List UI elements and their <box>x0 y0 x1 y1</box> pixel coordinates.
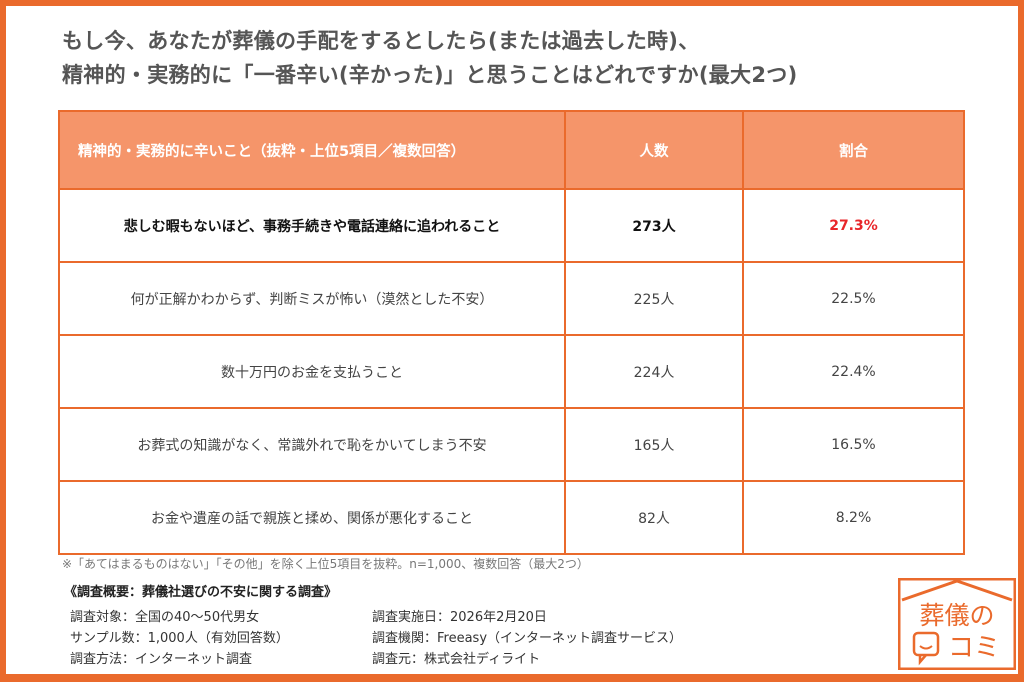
table-row: 悲しむ暇もないほど、事務手続きや電話連絡に追われること 273人 27.3% <box>58 188 965 263</box>
title-line-1: もし今、あなたが葬儀の手配をするとしたら(または過去した時)、 <box>62 29 700 53</box>
table-row: お金や遺産の話で親族と揉め、関係が悪化すること 82人 8.2% <box>58 480 965 555</box>
logo-house-icon: 葬儀の コミ <box>898 578 1016 670</box>
summary-sample: サンプル数：1,000人（有効回答数） <box>70 631 289 646</box>
header-item: 精神的・実務的に辛いこと（抜粋・上位5項目／複数回答） <box>58 110 566 190</box>
row-item: 悲しむ暇もないほど、事務手続きや電話連絡に追われること <box>58 188 566 263</box>
summary-title: 《調査概要：葬儀社選びの不安に関する調査》 <box>64 585 338 600</box>
row-item: お金や遺産の話で親族と揉め、関係が悪化すること <box>58 480 566 555</box>
summary-date: 調査実施日：2026年2月20日 <box>372 610 547 625</box>
summary-agency: 調査機関：Freeasy（インターネット調査サービス） <box>372 631 683 646</box>
row-percent: 22.4% <box>742 334 965 409</box>
row-count: 224人 <box>564 334 744 409</box>
page-title: もし今、あなたが葬儀の手配をするとしたら(または過去した時)、 精神的・実務的に… <box>62 24 797 92</box>
table-row: 何が正解かわからず、判断ミスが怖い（漠然とした不安） 225人 22.5% <box>58 261 965 336</box>
table-header: 精神的・実務的に辛いこと（抜粋・上位5項目／複数回答） 人数 割合 <box>58 110 965 190</box>
results-table: 精神的・実務的に辛いこと（抜粋・上位5項目／複数回答） 人数 割合 悲しむ暇もな… <box>58 110 965 555</box>
row-percent: 27.3% <box>742 188 965 263</box>
footnote: ※「あてはまるものはない」「その他」を除く上位5項目を抜粋。n=1,000、複数… <box>62 557 589 571</box>
summary-method: 調査方法：インターネット調査 <box>70 652 253 667</box>
logo-text-1: 葬儀の <box>919 601 994 630</box>
header-count: 人数 <box>564 110 744 190</box>
row-percent: 16.5% <box>742 407 965 482</box>
header-percent: 割合 <box>742 110 965 190</box>
row-count: 273人 <box>564 188 744 263</box>
table-row: お葬式の知識がなく、常識外れで恥をかいてしまう不安 165人 16.5% <box>58 407 965 482</box>
row-item: お葬式の知識がなく、常識外れで恥をかいてしまう不安 <box>58 407 566 482</box>
summary-target: 調査対象：全国の40～50代男女 <box>70 610 260 625</box>
row-count: 165人 <box>564 407 744 482</box>
summary-source: 調査元：株式会社ディライト <box>372 652 541 667</box>
row-count: 82人 <box>564 480 744 555</box>
summary-left: 調査対象：全国の40～50代男女 サンプル数：1,000人（有効回答数） 調査方… <box>70 607 289 670</box>
row-item: 何が正解かわからず、判断ミスが怖い（漠然とした不安） <box>58 261 566 336</box>
title-line-2: 精神的・実務的に「一番辛い(辛かった)」と思うことはどれですか(最大2つ) <box>62 63 798 87</box>
logo-text-2: コミ <box>948 633 1000 663</box>
row-percent: 8.2% <box>742 480 965 555</box>
row-item: 数十万円のお金を支払うこと <box>58 334 566 409</box>
row-percent: 22.5% <box>742 261 965 336</box>
summary-right: 調査実施日：2026年2月20日 調査機関：Freeasy（インターネット調査サ… <box>372 607 682 670</box>
row-count: 225人 <box>564 261 744 336</box>
table-row: 数十万円のお金を支払うこと 224人 22.4% <box>58 334 965 409</box>
